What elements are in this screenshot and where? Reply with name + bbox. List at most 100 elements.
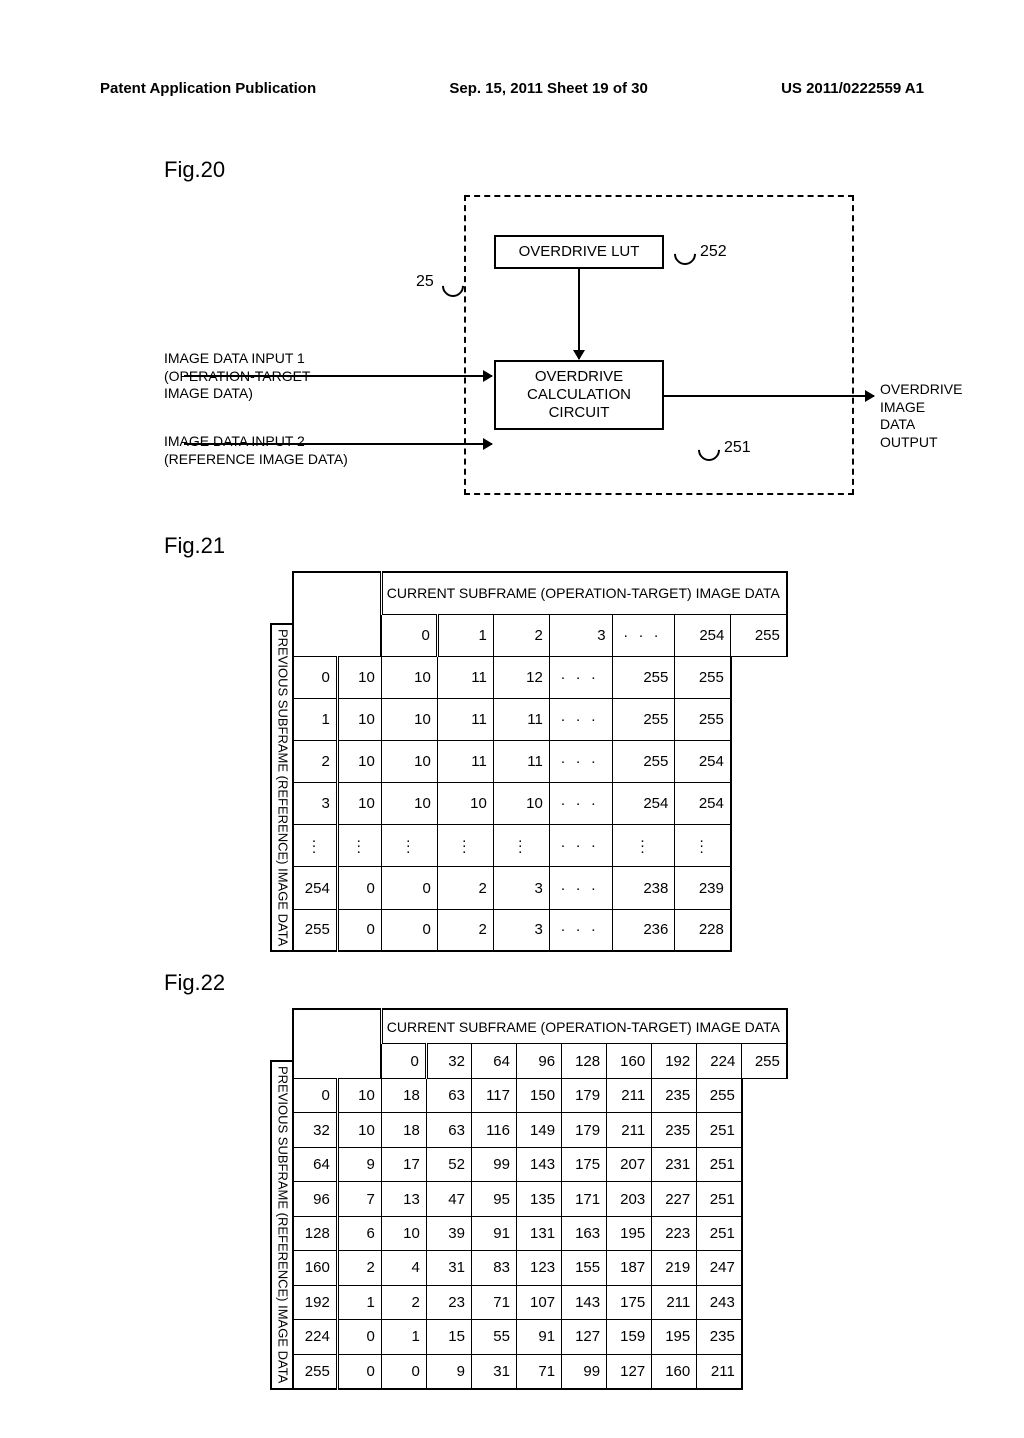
row-header: 0 — [293, 1078, 337, 1112]
col-header: 1 — [437, 614, 493, 656]
cell: 163 — [562, 1216, 607, 1250]
cell: 10 — [381, 741, 437, 783]
cell: 2 — [337, 1251, 381, 1285]
table-row: 110101111· · ·255255 — [293, 698, 787, 740]
cell: 211 — [652, 1285, 697, 1319]
cell: 195 — [607, 1216, 652, 1250]
header-mid: Sep. 15, 2011 Sheet 19 of 30 — [449, 80, 647, 97]
cell: 2 — [381, 1285, 426, 1319]
table-row: 967134795135171203227251 — [293, 1182, 787, 1216]
cell: 10 — [493, 783, 549, 825]
cell: 143 — [562, 1285, 607, 1319]
cell: 150 — [516, 1078, 561, 1112]
cell: 63 — [426, 1078, 471, 1112]
cell: 99 — [471, 1147, 516, 1181]
cell: 10 — [381, 698, 437, 740]
fig22-label: Fig.22 — [164, 970, 924, 996]
col-header: 0 — [381, 1044, 426, 1078]
ref252: 252 — [700, 243, 727, 261]
cell: ··· — [493, 825, 549, 867]
cell: 0 — [337, 909, 381, 951]
table-row: ················ · ······· — [293, 825, 787, 867]
cell: 99 — [562, 1354, 607, 1389]
cell: 195 — [652, 1320, 697, 1354]
cell: 116 — [471, 1113, 516, 1147]
cell: 7 — [337, 1182, 381, 1216]
col-header: 0 — [381, 614, 437, 656]
cell: 160 — [652, 1354, 697, 1389]
cell: 254 — [612, 783, 675, 825]
row-header: 3 — [293, 783, 337, 825]
table-row: 210101111· · ·255254 — [293, 741, 787, 783]
cell: 135 — [516, 1182, 561, 1216]
fig20-diagram: OVERDRIVE LUT OVERDRIVE CALCULATION CIRC… — [164, 195, 924, 515]
cell: 52 — [426, 1147, 471, 1181]
cell: 187 — [607, 1251, 652, 1285]
ref25: 25 — [416, 273, 434, 291]
cell: 83 — [471, 1251, 516, 1285]
cell: 39 — [426, 1216, 471, 1250]
col-header: 96 — [516, 1044, 561, 1078]
cell: 10 — [337, 1113, 381, 1147]
fig20-label: Fig.20 — [164, 157, 924, 183]
col-header: 192 — [652, 1044, 697, 1078]
fig21-table: CURRENT SUBFRAME (OPERATION-TARGET) IMAG… — [292, 571, 788, 952]
fig22-table-wrap: PREVIOUS SUBFRAME (REFERENCE) IMAGE DATA… — [270, 1008, 924, 1389]
cell: · · · — [549, 741, 612, 783]
cell: 10 — [437, 783, 493, 825]
cell: 4 — [381, 1251, 426, 1285]
table-row: 2540023· · ·238239 — [293, 867, 787, 909]
cell: 17 — [381, 1147, 426, 1181]
cell: 10 — [337, 1078, 381, 1112]
cell: 10 — [381, 783, 437, 825]
col-header: 255 — [731, 614, 787, 656]
col-header: 64 — [471, 1044, 516, 1078]
cell: 179 — [562, 1113, 607, 1147]
table-row: 255009317199127160211 — [293, 1354, 787, 1389]
header-left: Patent Application Publication — [100, 80, 316, 97]
lut-label: OVERDRIVE LUT — [519, 243, 640, 261]
col-header: 2 — [493, 614, 549, 656]
cell: 11 — [493, 698, 549, 740]
row-header: 1 — [293, 698, 337, 740]
cell: 0 — [381, 1354, 426, 1389]
cell: 255 — [612, 698, 675, 740]
cell: 251 — [697, 1182, 742, 1216]
row-header: 128 — [293, 1216, 337, 1250]
table-row: 22401155591127159195235 — [293, 1320, 787, 1354]
cell: 251 — [697, 1216, 742, 1250]
col-header: 128 — [562, 1044, 607, 1078]
row-header: ··· — [293, 825, 337, 867]
fig22-y-header: PREVIOUS SUBFRAME (REFERENCE) IMAGE DATA — [270, 1060, 292, 1389]
cell: 251 — [697, 1147, 742, 1181]
row-header: 255 — [293, 1354, 337, 1389]
row-header: 2 — [293, 741, 337, 783]
cell: 228 — [675, 909, 731, 951]
page-header: Patent Application Publication Sep. 15, … — [100, 80, 924, 97]
cell: 179 — [562, 1078, 607, 1112]
cell: 18 — [381, 1078, 426, 1112]
cell: 31 — [471, 1354, 516, 1389]
cell: 0 — [337, 867, 381, 909]
cell: 11 — [437, 656, 493, 698]
arrow-output — [664, 395, 874, 397]
cell: 10 — [381, 656, 437, 698]
x-header: CURRENT SUBFRAME (OPERATION-TARGET) IMAG… — [381, 1009, 787, 1043]
cell: 15 — [426, 1320, 471, 1354]
col-header: 3 — [549, 614, 612, 656]
col-header: 254 — [675, 614, 731, 656]
cell: 47 — [426, 1182, 471, 1216]
cell: 149 — [516, 1113, 561, 1147]
calc-l3: CIRCUIT — [549, 404, 610, 422]
cell: 254 — [675, 741, 731, 783]
cell: 1 — [337, 1285, 381, 1319]
cell: · · · — [549, 825, 612, 867]
table-row: 649175299143175207231251 — [293, 1147, 787, 1181]
cell: 11 — [437, 741, 493, 783]
cell: · · · — [549, 656, 612, 698]
cell: 238 — [612, 867, 675, 909]
cell: 219 — [652, 1251, 697, 1285]
cell: 31 — [426, 1251, 471, 1285]
cell: 211 — [607, 1113, 652, 1147]
cell: 207 — [607, 1147, 652, 1181]
